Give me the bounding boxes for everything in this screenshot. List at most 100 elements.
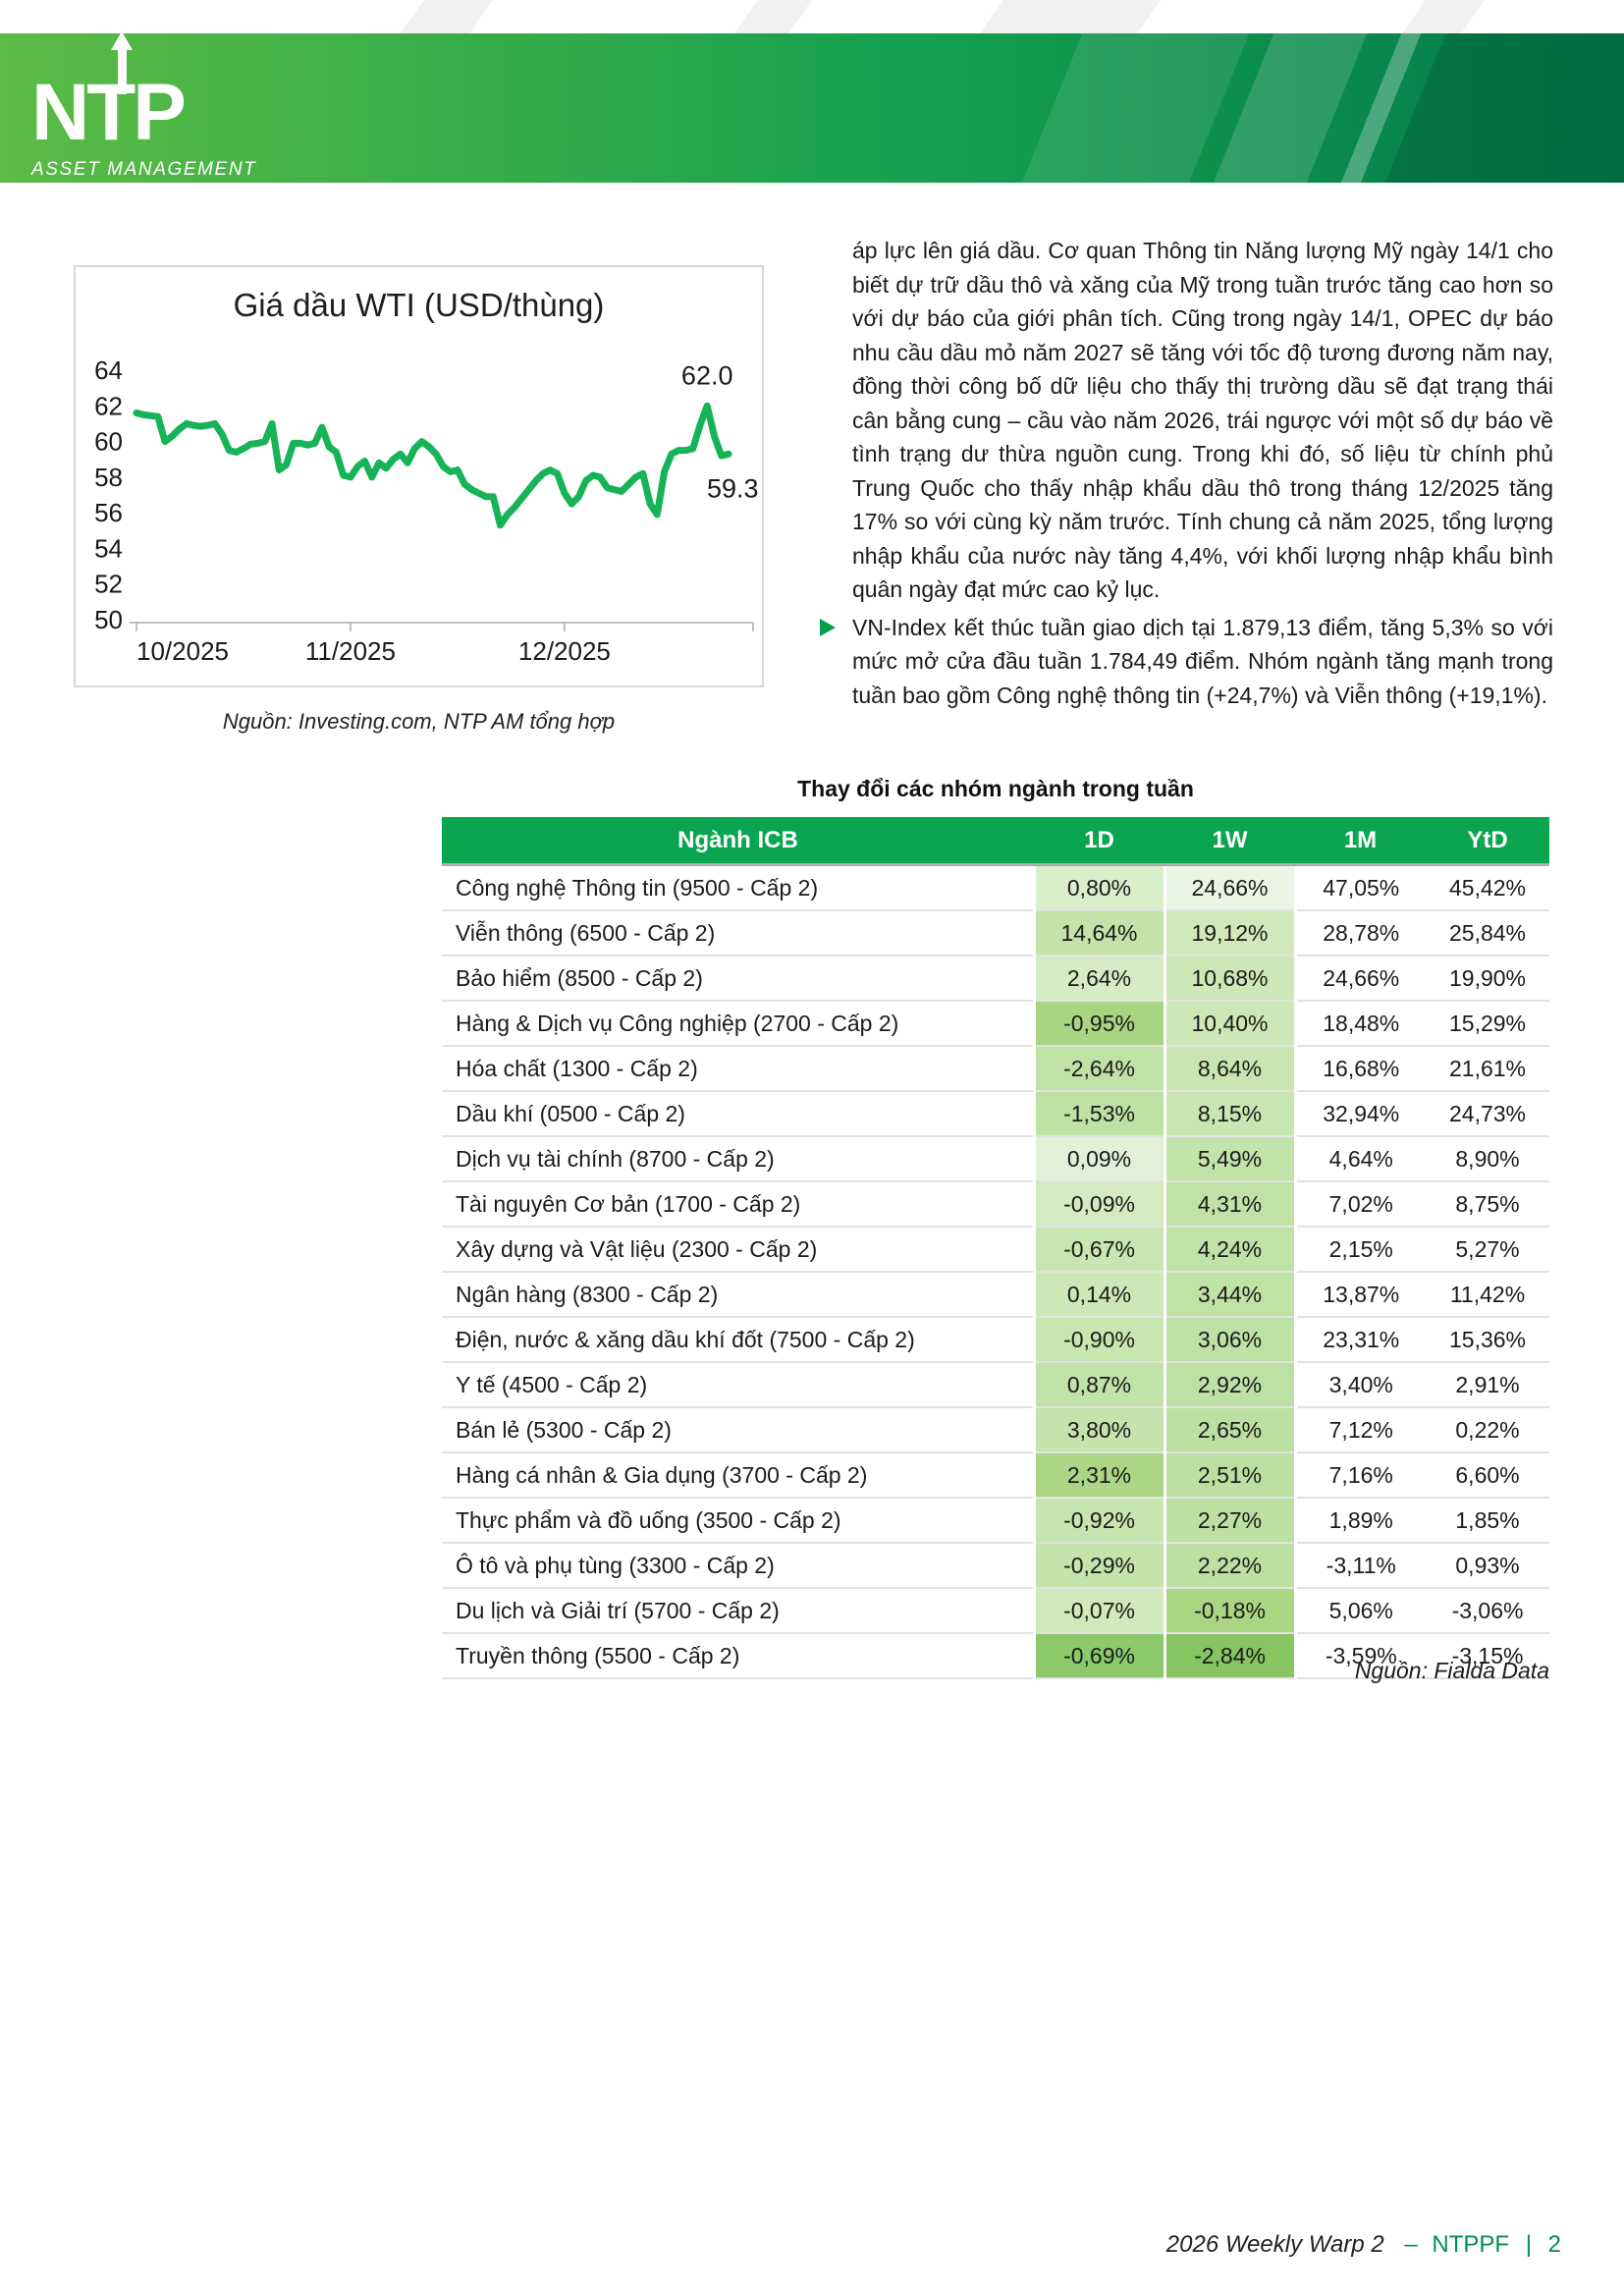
value-ytd-cell: 1,85% [1426, 1497, 1549, 1543]
decor-streak [1402, 0, 1485, 33]
value-ytd-cell: 11,42% [1426, 1271, 1549, 1317]
brand-banner: NTP ASSET MANAGEMENT [0, 33, 1624, 183]
y-axis-tick-label: 56 [94, 498, 123, 527]
table-row: Tài nguyên Cơ bản (1700 - Cấp 2) -0,09% 4,… [442, 1180, 1549, 1227]
sector-name-cell: Du lịch và Giải trí (5700 - Cấp 2) [442, 1587, 1034, 1633]
news-column: áp lực lên giá dầu. Cơ quan Thông tin Nă… [820, 234, 1553, 712]
value-1w-cell: 2,92% [1163, 1361, 1297, 1407]
x-axis-tick-label: 10/2025 [136, 636, 229, 666]
footer-page-number: 2 [1547, 2231, 1561, 2258]
value-1m-cell: 7,16% [1295, 1451, 1426, 1498]
y-axis-tick-label: 60 [94, 427, 123, 457]
sector-name-cell: Tài nguyên Cơ bản (1700 - Cấp 2) [442, 1180, 1034, 1227]
sector-name-cell: Ô tô và phụ tùng (3300 - Cấp 2) [442, 1542, 1034, 1588]
wti-price-line [133, 402, 732, 529]
value-ytd-cell: 2,91% [1426, 1361, 1549, 1407]
value-1d-cell: 0,80% [1032, 864, 1166, 910]
sector-name-cell: Hàng cá nhân & Gia dụng (3700 - Cấp 2) [442, 1451, 1034, 1498]
sector-table: Ngành ICB 1D 1W 1M YtD Công nghệ Thông t… [442, 817, 1549, 1679]
footer-fund-code: NTPPF [1432, 2231, 1510, 2258]
peak-data-label: 62.0 [681, 360, 733, 390]
page-footer: 2026 Weekly Warp 2 – NTPPF | 2 [1166, 2231, 1561, 2259]
value-1d-cell: 2,31% [1032, 1451, 1166, 1498]
col-header-1w: 1W [1164, 817, 1295, 866]
value-1d-cell: -0,07% [1032, 1587, 1166, 1633]
table-row: Bán lẻ (5300 - Cấp 2) 3,80% 2,65% 7,12% 0,22… [442, 1406, 1549, 1452]
y-axis-tick-label: 50 [94, 605, 123, 634]
value-1m-cell: 16,68% [1295, 1045, 1426, 1091]
value-1d-cell: 0,09% [1032, 1135, 1166, 1181]
sector-name-cell: Hàng & Dịch vụ Công nghiệp (2700 - Cấp 2… [442, 1000, 1034, 1046]
decor-streak [401, 0, 493, 33]
value-ytd-cell: 45,42% [1448, 874, 1526, 901]
footer-dash: – [1404, 2231, 1418, 2258]
sector-name-cell: Xây dựng và Vật liệu (2300 - Cấp 2) [442, 1226, 1034, 1272]
value-1m-cell: 28,78% [1295, 909, 1426, 956]
footer-separator: | [1525, 2231, 1532, 2258]
value-ytd-cell: 25,84% [1426, 909, 1549, 956]
table-row: Ngân hàng (8300 - Cấp 2) 0,14% 3,44% 13,87%… [442, 1271, 1549, 1317]
value-1w-cell: 4,24% [1163, 1226, 1297, 1272]
table-header-row: Ngành ICB 1D 1W 1M YtD [442, 817, 1549, 866]
y-axis-tick-label: 64 [94, 355, 123, 385]
value-1m-cell: -3,59% [1295, 1632, 1426, 1679]
value-1d-cell: -0,92% [1032, 1497, 1166, 1543]
value-1d-cell: 2,64% [1032, 955, 1166, 1001]
value-1d-cell: -1,53% [1032, 1090, 1166, 1136]
table-row: Du lịch và Giải trí (5700 - Cấp 2) -0,07%… [442, 1587, 1549, 1633]
wti-chart-panel: Giá dầu WTI (USD/thùng) 50 52 54 56 58 60 62 64… [74, 265, 764, 687]
wti-line-chart: 50 52 54 56 58 60 62 64 10/2025 11/2025 12/2025 62.… [94, 355, 758, 666]
value-1w-cell: 10,40% [1163, 1000, 1297, 1046]
value-1m-cell: 32,94% [1295, 1090, 1426, 1136]
value-1w-cell: 19,12% [1163, 909, 1297, 956]
value-ytd-cell: 0,22% [1426, 1406, 1549, 1452]
sector-name-cell: Viễn thông (6500 - Cấp 2) [442, 909, 1034, 956]
table-row: Hóa chất (1300 - Cấp 2) -2,64% 8,64% 16,68%… [442, 1045, 1549, 1091]
value-1m-cell: 3,40% [1295, 1361, 1426, 1407]
sector-name-cell: Dầu khí (0500 - Cấp 2) [442, 1090, 1034, 1136]
logo-subtitle: ASSET MANAGEMENT [31, 158, 257, 180]
value-1w-cell: 3,06% [1163, 1316, 1297, 1362]
col-header-1d: 1D [1034, 817, 1164, 866]
value-1w-cell: 3,44% [1163, 1271, 1297, 1317]
decor-streak [980, 0, 1161, 33]
sector-name-cell: Bán lẻ (5300 - Cấp 2) [442, 1406, 1034, 1452]
table-row: Y tế (4500 - Cấp 2) 0,87% 2,92% 3,40% 2,91% [442, 1361, 1549, 1407]
value-1d-cell: 14,64% [1032, 909, 1166, 956]
y-axis-tick-label: 52 [94, 570, 123, 599]
value-1d-cell: -0,69% [1032, 1632, 1166, 1679]
value-1m-cell: 1,89% [1295, 1497, 1426, 1543]
sector-name-cell: Truyền thông (5500 - Cấp 2) [442, 1632, 1034, 1679]
value-1w-cell: 24,66% [1163, 864, 1297, 910]
chart-source: Nguồn: Investing.com, NTP AM tổng hợp [222, 709, 616, 734]
x-axis-tick-label: 12/2025 [518, 636, 611, 666]
value-ytd-cell: 5,27% [1426, 1226, 1549, 1272]
sector-name-cell: Ngân hàng (8300 - Cấp 2) [442, 1271, 1034, 1317]
value-ytd-cell: 19,90% [1426, 955, 1549, 1001]
table-row: Ô tô và phụ tùng (3300 - Cấp 2) -0,29% 2,2… [442, 1542, 1549, 1588]
value-1d-cell: 0,14% [1032, 1271, 1166, 1317]
value-ytd-cell: 6,60% [1426, 1451, 1549, 1498]
value-1d-cell: -0,67% [1032, 1226, 1166, 1272]
sector-table-body: Công nghệ Thông tin (9500 - Cấp 2) 0,80% 2… [442, 864, 1549, 1679]
value-1w-cell: 10,68% [1163, 955, 1297, 1001]
value-1m-cell: -3,11% [1295, 1542, 1426, 1588]
value-1d-cell: -0,29% [1032, 1542, 1166, 1588]
sector-name-cell: Y tế (4500 - Cấp 2) [442, 1361, 1034, 1407]
value-1w-cell: -2,84% [1163, 1632, 1297, 1679]
value-1d-cell: -2,64% [1032, 1045, 1166, 1091]
value-ytd-cell: -3,15% [1426, 1632, 1549, 1679]
table-row: Dịch vụ tài chính (8700 - Cấp 2) 0,09% 5,4… [442, 1135, 1549, 1181]
table-row: Thực phẩm và đồ uống (3500 - Cấp 2) -0,92… [442, 1497, 1549, 1543]
value-1w-cell: 5,49% [1163, 1135, 1297, 1181]
col-header-1m: 1M [1295, 817, 1426, 866]
value-ytd-cell: -3,06% [1426, 1587, 1549, 1633]
col-header-ytd: YtD [1426, 817, 1549, 866]
sector-name-cell: Bảo hiểm (8500 - Cấp 2) [442, 955, 1034, 1001]
footer-report-title: 2026 Weekly Warp 2 [1165, 2231, 1384, 2258]
value-1m-cell: 5,06% [1295, 1587, 1426, 1633]
y-axis-tick-label: 54 [94, 533, 123, 563]
value-1d-cell: -0,95% [1032, 1000, 1166, 1046]
value-ytd-cell: 8,90% [1426, 1135, 1549, 1181]
